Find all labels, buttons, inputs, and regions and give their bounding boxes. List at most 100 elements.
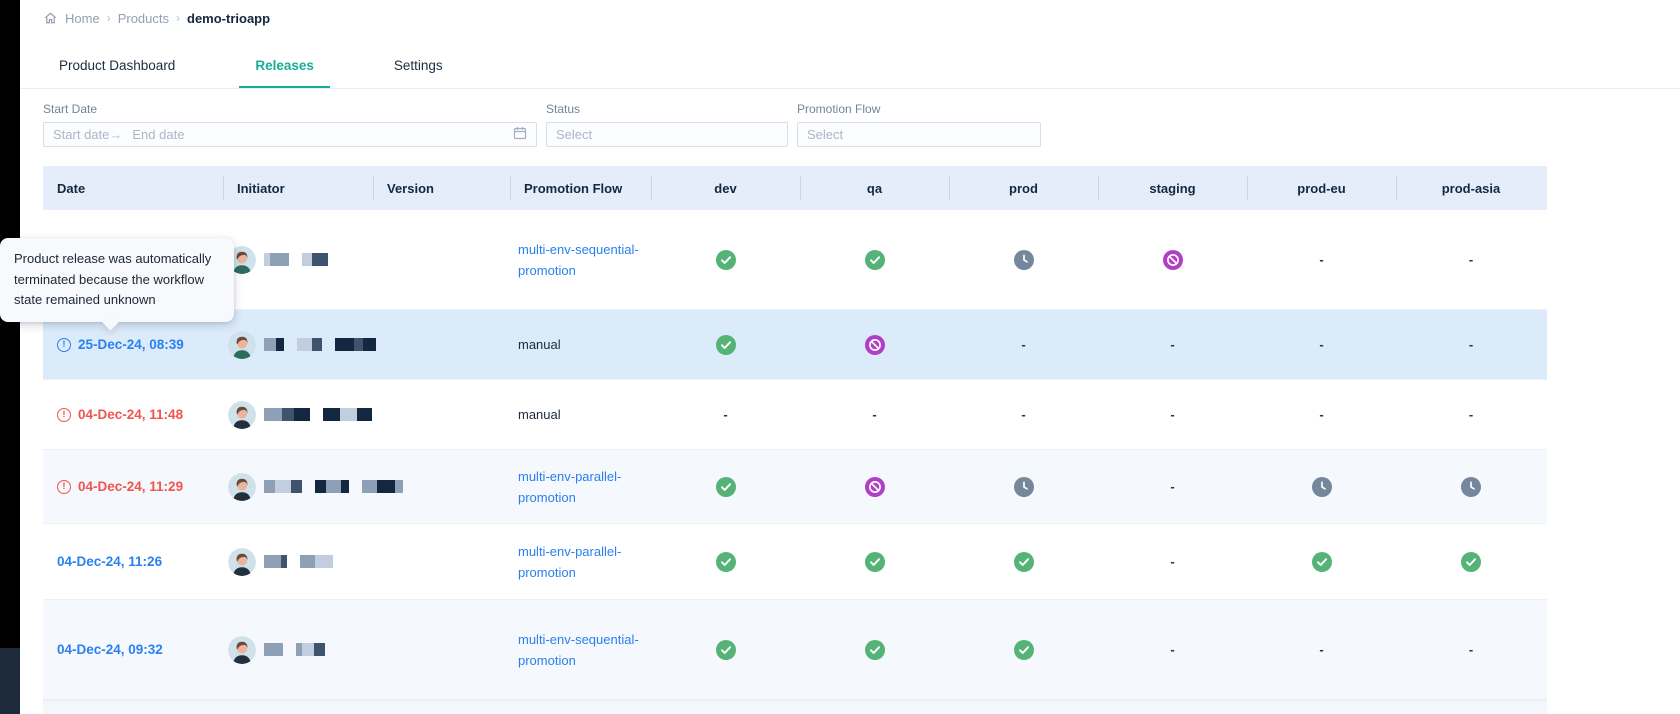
promotion-flow-link[interactable]: multi-env-parallel-promotion [518,543,622,580]
calendar-icon[interactable] [513,126,527,143]
env-status-cell-dev [651,476,800,497]
no-status-dash: - [1021,337,1026,352]
env-status-cell-qa: - [800,407,949,422]
env-status-cell-prod-asia: - [1396,252,1546,267]
initiator-cell [223,472,403,501]
home-icon[interactable] [43,11,58,26]
table-body: multi-env-sequential-promotion - -! 25-Dec-… [43,210,1547,700]
exclamation-circle-icon: ! [57,337,71,352]
start-date-placeholder[interactable]: Start date [53,127,110,142]
redacted-initiator-name [264,408,372,421]
redacted-initiator-name [264,253,328,266]
initiator-cell [223,635,373,664]
env-status-cell-qa [800,476,949,497]
clock-circle-icon [1311,476,1332,497]
avatar [228,547,256,576]
env-status-cell-qa [800,551,949,572]
check-circle-icon [715,551,736,572]
release-date-link[interactable]: 25-Dec-24, 08:39 [78,337,184,352]
no-status-dash: - [723,407,728,422]
promotion-flow-link[interactable]: multi-env-parallel-promotion [518,468,622,505]
release-date-link[interactable]: 04-Dec-24, 09:32 [57,642,163,657]
redacted-initiator-name [264,480,403,493]
tab-releases[interactable]: Releases [239,44,330,88]
release-date-link[interactable]: 04-Dec-24, 11:26 [57,554,163,569]
env-status-cell-dev [651,551,800,572]
release-row[interactable]: ! 04-Dec-24, 11:29 multi-env-parallel-prom… [43,450,1547,524]
no-status-dash: - [1170,337,1175,352]
no-status-dash: - [1468,252,1474,267]
env-status-cell-staging [1098,249,1247,270]
no-status-dash: - [1170,407,1175,422]
status-label: Status [546,102,581,116]
column-header-prod-eu: prod-eu [1247,166,1396,210]
start-date-label: Start Date [43,102,98,116]
promotion-flow-cell: multi-env-sequential-promotion [510,239,651,281]
no-status-dash: - [1021,407,1026,422]
release-date-link[interactable]: 04-Dec-24, 11:48 [78,407,184,422]
table-header-row: Date Initiator Version Promotion Flow de… [43,166,1547,210]
promotion-flow-select-placeholder[interactable]: Select [807,127,844,142]
check-circle-icon [1013,551,1034,572]
promotion-flow-label: Promotion Flow [797,102,881,116]
column-header-date: Date [57,180,86,196]
env-status-cell-prod-eu: - [1247,642,1396,657]
release-row[interactable]: ! 04-Dec-24, 11:48 manual - - - - - - [43,380,1547,450]
clock-circle-icon [1013,476,1034,497]
promotion-flow-link[interactable]: multi-env-sequential-promotion [518,631,639,668]
promotion-flow-link[interactable]: multi-env-sequential-promotion [518,241,639,278]
release-row[interactable]: multi-env-sequential-promotion - - [43,210,1547,310]
release-date-link[interactable]: 04-Dec-24, 11:29 [78,479,184,494]
breadcrumb-home[interactable]: Home [65,10,100,26]
next-row-sliver [43,700,1547,714]
tab-product-dashboard[interactable]: Product Dashboard [59,58,176,73]
env-status-cell-prod [949,476,1098,497]
promotion-flow-cell: multi-env-sequential-promotion [510,629,651,671]
no-status-dash: - [1319,252,1324,267]
status-select-placeholder[interactable]: Select [556,127,593,142]
range-arrow-icon: → [109,127,123,142]
column-header-promotion-flow: Promotion Flow [510,166,651,210]
env-status-cell-staging: - [1098,337,1247,352]
column-header-dev: dev [651,166,800,210]
status-select[interactable]: Select [546,122,788,147]
no-status-dash: - [1170,642,1175,657]
no-status-dash: - [1319,337,1324,352]
check-circle-icon [715,334,736,355]
promotion-flow-filter: Promotion Flow Select [797,102,1041,147]
check-circle-icon [715,639,736,660]
release-row[interactable]: 04-Dec-24, 09:32 multi-env-sequential-pro… [43,600,1547,700]
tab-settings[interactable]: Settings [393,58,443,73]
release-row[interactable]: 04-Dec-24, 11:26 multi-env-parallel-promo… [43,524,1547,600]
releases-table: Date Initiator Version Promotion Flow de… [43,166,1547,714]
redacted-initiator-name [264,555,333,568]
promotion-flow-select[interactable]: Select [797,122,1041,147]
env-status-cell-prod-asia: - [1396,337,1546,352]
end-date-placeholder[interactable]: End date [132,127,185,142]
env-status-cell-dev [651,249,800,270]
env-status-cell-prod [949,551,1098,572]
env-status-cell-dev [651,334,800,355]
no-status-dash: - [1468,407,1474,422]
promotion-flow-label: manual [518,407,561,422]
env-status-cell-prod: - [949,407,1098,422]
breadcrumb-products[interactable]: Products [117,10,169,26]
exclamation-circle-icon: ! [57,407,71,422]
check-circle-icon [715,249,736,270]
env-status-cell-prod: - [949,337,1098,352]
date-range-input[interactable]: Start date → End date [43,122,537,147]
env-status-cell-staging: - [1098,642,1247,657]
no-status-dash: - [1319,642,1324,657]
breadcrumb-separator: › [176,11,180,25]
check-circle-icon [864,551,885,572]
check-circle-icon [1461,551,1481,572]
release-row[interactable]: ! 25-Dec-24, 08:39 manual - - - - [43,310,1547,380]
status-filter: Status Select [546,102,788,147]
initiator-cell [223,330,376,359]
env-status-cell-qa [800,249,949,270]
promotion-flow-cell: manual [510,407,651,422]
env-status-cell-prod-eu: - [1247,337,1396,352]
breadcrumb-current-product: demo-trioapp [187,10,271,26]
breadcrumb-separator: › [106,11,111,25]
release-date-cell: 04-Dec-24, 11:26 [43,554,223,569]
